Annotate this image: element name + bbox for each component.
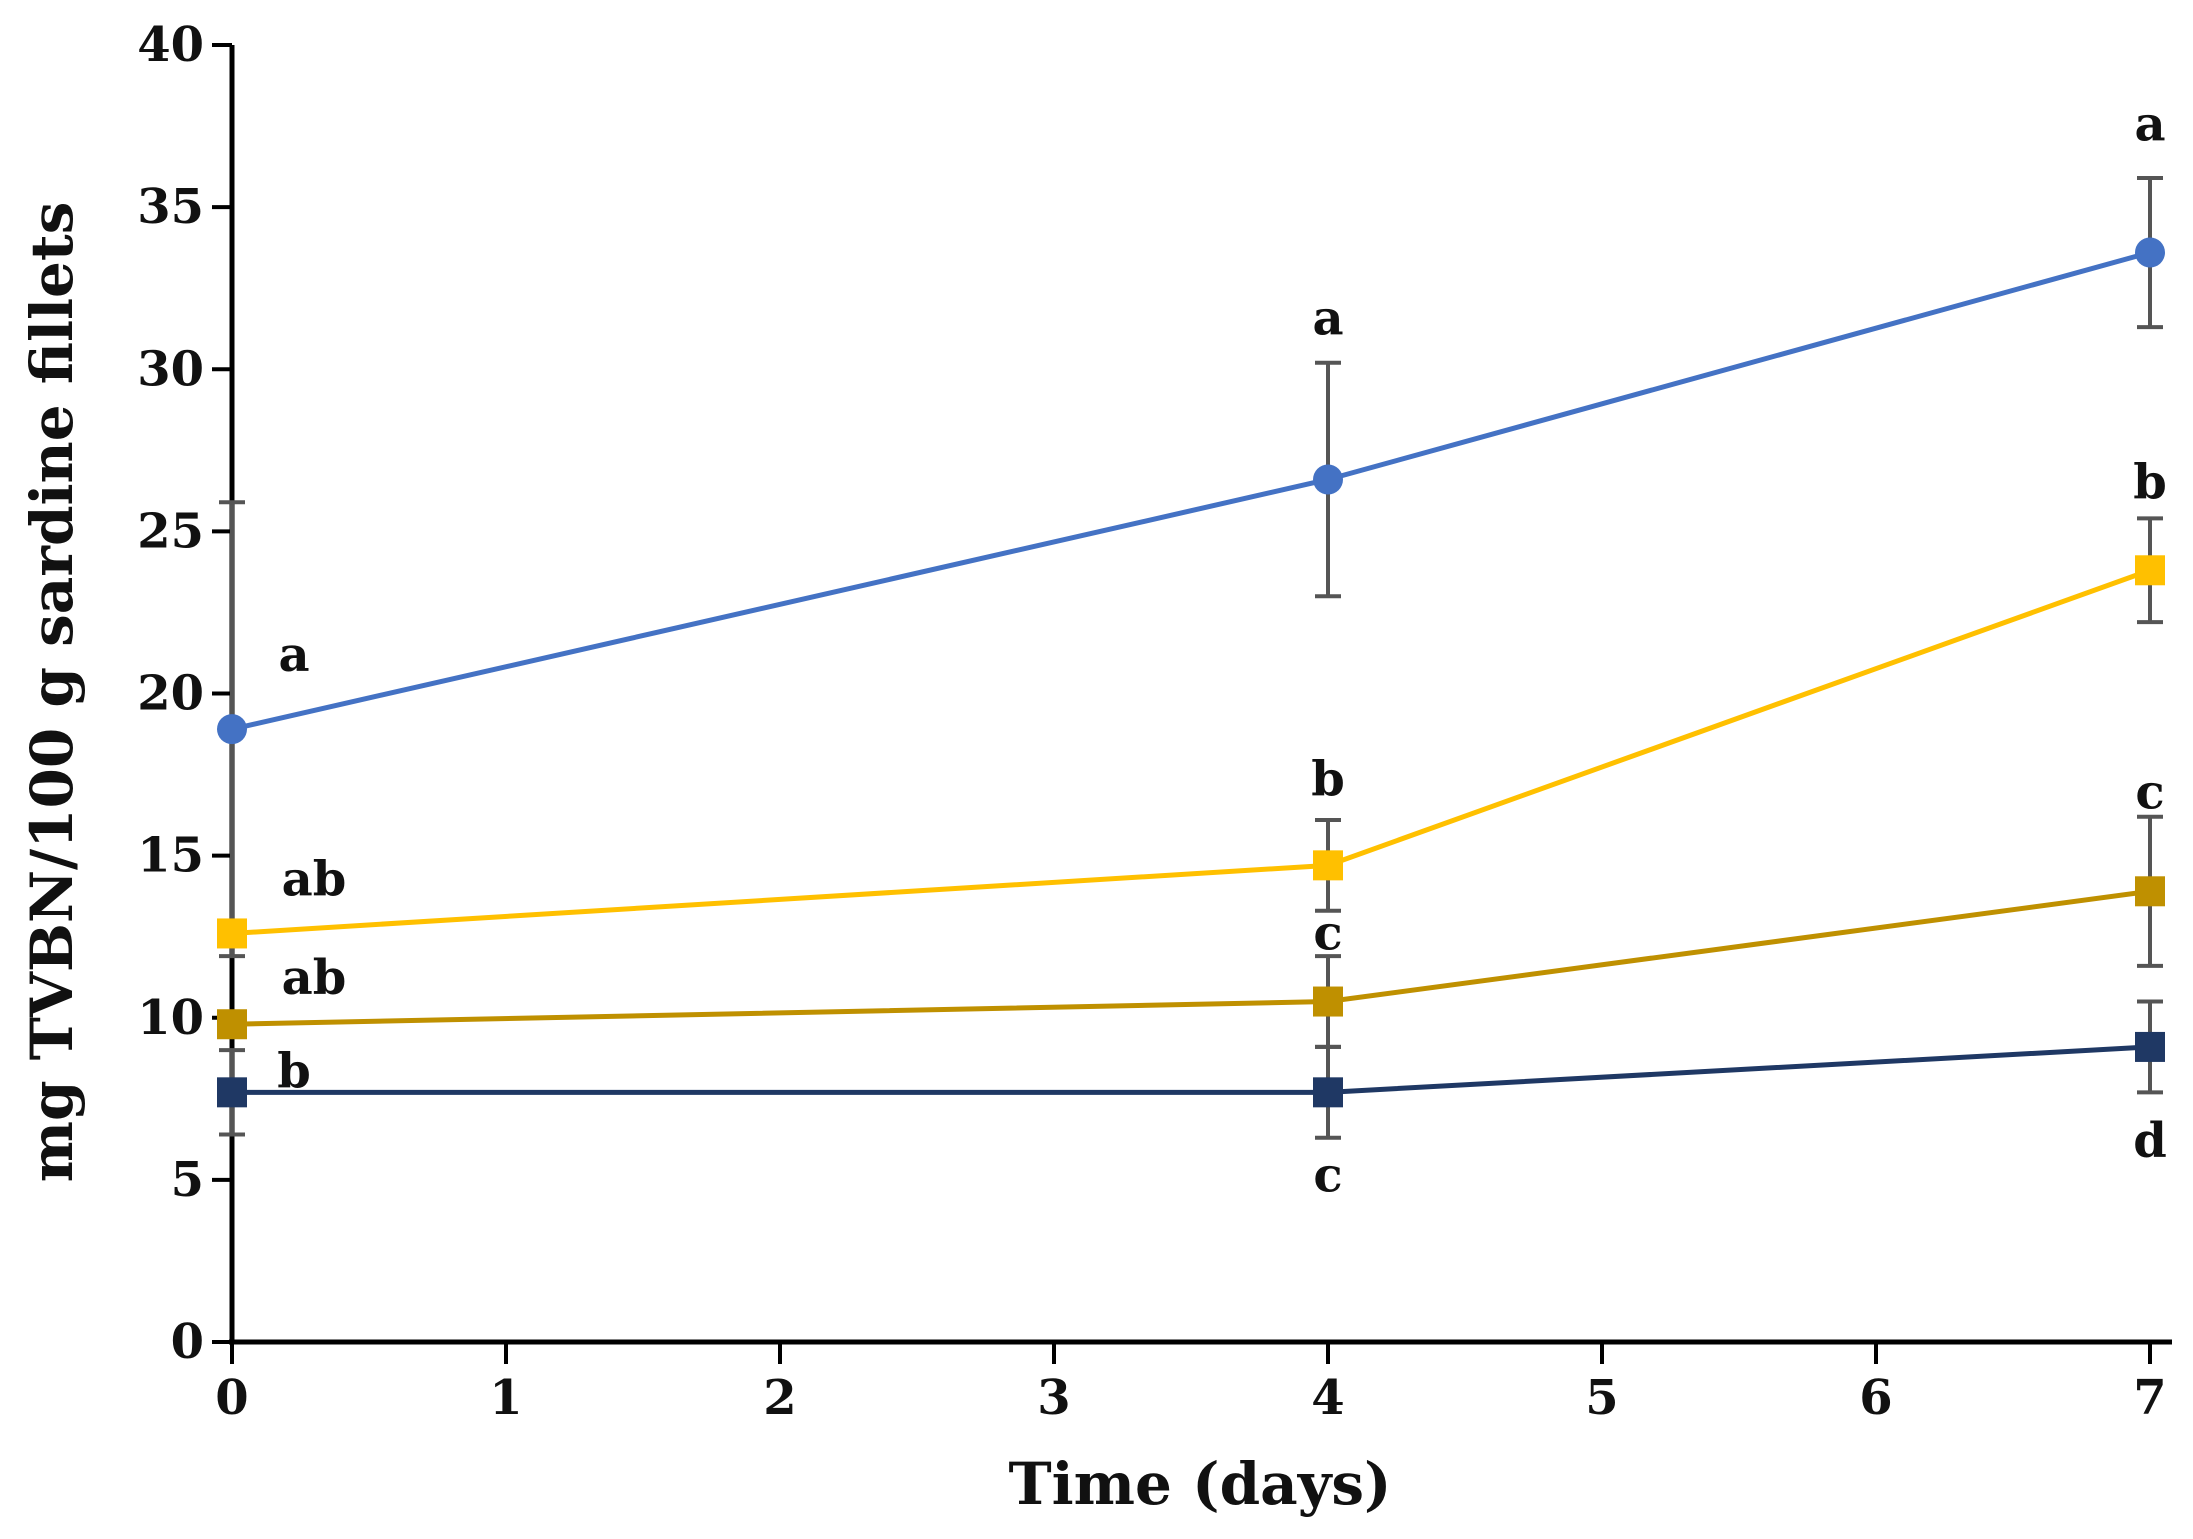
significance-letter: ab [282,950,347,1006]
x-tick-label: 4 [1311,1370,1344,1426]
series-2 [217,516,2165,949]
data-point [2135,1031,2165,1062]
significance-letter: b [1311,751,1345,807]
data-point [217,918,247,949]
y-tick-label: 5 [171,1152,204,1208]
y-tick-label: 40 [137,17,204,73]
x-tick-label: 1 [489,1370,522,1426]
data-point [217,1009,247,1040]
y-tick-label: 0 [171,1314,204,1370]
y-tick-label: 10 [137,990,204,1046]
significance-letter: a [2134,97,2165,153]
series-line [231,250,2151,732]
data-point [217,1077,247,1108]
series-4 [217,999,2165,1140]
x-axis-title: Time (days) [1008,1450,1391,1518]
significance-letters: a a a ab b b ab c c b c d [277,97,2167,1204]
significance-letter: b [2133,454,2167,510]
y-axis-ticks: 0 5 10 15 20 25 30 35 40 [137,17,232,1370]
x-tick-label: 7 [2133,1370,2166,1426]
x-tick-label: 5 [1585,1370,1618,1426]
series-line [231,567,2151,936]
y-tick-label: 30 [137,341,204,397]
significance-letter: a [278,627,309,683]
significance-letter: ab [282,851,347,907]
y-tick-label: 20 [137,666,204,722]
x-tick-label: 6 [1859,1370,1892,1426]
data-point [2135,876,2165,907]
axes [229,45,2172,1345]
data-point [2135,237,2165,268]
y-axis-title: mg TVBN/100 g sardine fillets [18,202,86,1183]
data-point [2135,555,2165,586]
x-tick-label: 0 [215,1370,248,1426]
data-point [217,714,247,745]
data-point [1313,1077,1343,1108]
y-tick-label: 15 [137,828,204,884]
y-tick-label: 25 [137,503,204,559]
x-axis-ticks: 0 1 2 3 4 5 6 7 [215,1342,2167,1426]
significance-letter: b [277,1043,311,1099]
significance-letter: a [1312,290,1343,346]
significance-letter: c [1313,906,1342,962]
y-tick-label: 35 [137,179,204,235]
series-layer [217,175,2165,1140]
data-point [1313,850,1343,881]
data-point [1313,986,1343,1017]
series-3 [217,814,2165,1049]
x-tick-label: 2 [763,1370,796,1426]
data-point [1313,464,1343,495]
significance-letter: c [2135,764,2164,820]
series-1 [217,175,2165,959]
series-line [232,1044,2151,1095]
series-line [231,888,2151,1027]
significance-letter: c [1313,1147,1342,1203]
x-tick-label: 3 [1037,1370,1070,1426]
significance-letter: d [2133,1113,2167,1169]
